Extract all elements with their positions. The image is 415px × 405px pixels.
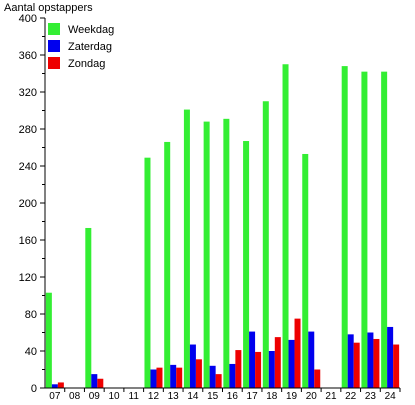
bar-zondag-17	[255, 351, 262, 388]
bar-zaterdag-20	[308, 331, 315, 388]
legend: Weekdag Zaterdag Zondag	[48, 23, 114, 70]
bar-zondag-20	[314, 369, 321, 388]
x-tick-label: 12	[148, 391, 160, 400]
bar-zaterdag-12	[150, 369, 157, 388]
bar-zondag-16	[235, 350, 242, 388]
x-tick-label: 11	[129, 391, 140, 400]
bar-weekdag-09	[85, 227, 92, 388]
bar-zaterdag-07	[51, 384, 58, 388]
legend-label: Zondag	[68, 58, 105, 70]
legend-label: Zaterdag	[68, 41, 112, 53]
x-tick-label: 07	[49, 391, 61, 400]
bar-weekdag-24	[381, 71, 388, 389]
bar-zaterdag-15	[209, 365, 216, 388]
bar-weekdag-23	[361, 71, 368, 389]
x-tick-label: 09	[89, 391, 101, 400]
bar-zaterdag-18	[268, 351, 275, 388]
x-tick-label: 14	[187, 391, 199, 400]
bar-zondag-09	[97, 378, 104, 388]
y-tick-label: 240	[19, 161, 37, 173]
bar-weekdag-20	[302, 153, 309, 388]
y-tick-label: 360	[19, 50, 37, 62]
bar-weekdag-13	[164, 141, 171, 388]
bar-zondag-24	[393, 344, 400, 388]
bar-zondag-18	[274, 337, 281, 388]
y-tick-label: 200	[19, 198, 37, 210]
y-tick-label: 80	[25, 309, 37, 321]
bar-zaterdag-13	[170, 364, 177, 388]
bar-weekdag-12	[144, 157, 151, 388]
bar-weekdag-18	[262, 101, 269, 388]
x-tick-label: 24	[385, 391, 397, 400]
y-axis-title: Aantal opstappers	[4, 2, 93, 14]
x-tick-label: 18	[266, 391, 278, 400]
bar-weekdag-17	[243, 141, 250, 388]
bar-weekdag-07	[45, 292, 52, 388]
y-axis-ticks: 0 40 80 120 160 200 240 280 320 360 400	[19, 13, 45, 395]
bar-zaterdag-09	[91, 374, 98, 388]
legend-swatch	[48, 23, 60, 35]
x-tick-label: 23	[365, 391, 377, 400]
bar-weekdag-15	[203, 121, 210, 388]
bars	[45, 64, 400, 389]
bar-zondag-19	[294, 318, 301, 388]
x-tick-label: 19	[286, 391, 298, 400]
x-tick-label: 17	[247, 391, 259, 400]
bar-weekdag-19	[282, 64, 289, 388]
legend-swatch	[48, 40, 60, 52]
bar-zaterdag-23	[367, 332, 374, 388]
bar-zaterdag-17	[249, 331, 256, 388]
bar-zaterdag-16	[229, 363, 236, 388]
bar-zondag-15	[215, 374, 222, 388]
bar-zaterdag-14	[189, 344, 196, 388]
y-tick-label: 40	[25, 346, 37, 358]
x-tick-label: 10	[108, 391, 120, 400]
bar-zaterdag-24	[387, 326, 394, 388]
y-tick-label: 120	[19, 272, 37, 284]
x-tick-label: 22	[345, 391, 357, 400]
x-tick-label: 20	[306, 391, 318, 400]
bar-zondag-12	[156, 367, 163, 388]
x-tick-label: 21	[325, 391, 337, 400]
legend-swatch	[48, 57, 60, 69]
bar-zondag-23	[373, 338, 380, 388]
x-axis-ticks: 07 08 09 10 11 12 13 14 15 16 17 18 19 20 21 22 23 24	[49, 388, 401, 402]
bar-zaterdag-22	[347, 334, 354, 388]
bar-weekdag-14	[183, 109, 190, 388]
bar-zaterdag-19	[288, 339, 295, 388]
bar-zondag-14	[195, 359, 202, 388]
legend-label: Weekdag	[68, 24, 114, 36]
bar-weekdag-16	[223, 118, 230, 388]
bar-zondag-13	[176, 367, 183, 388]
x-tick-label: 08	[69, 391, 81, 400]
x-tick-label: 13	[168, 391, 180, 400]
y-tick-label: 0	[31, 383, 37, 395]
y-tick-label: 280	[19, 124, 37, 136]
x-tick-label: 15	[207, 391, 219, 400]
x-tick-label: 16	[227, 391, 239, 400]
bar-zondag-22	[353, 342, 360, 388]
y-tick-label: 160	[19, 235, 37, 247]
y-tick-label: 320	[19, 87, 37, 99]
y-tick-label: 400	[19, 13, 37, 25]
bar-weekdag-22	[341, 66, 348, 388]
bar-zondag-07	[57, 382, 64, 388]
